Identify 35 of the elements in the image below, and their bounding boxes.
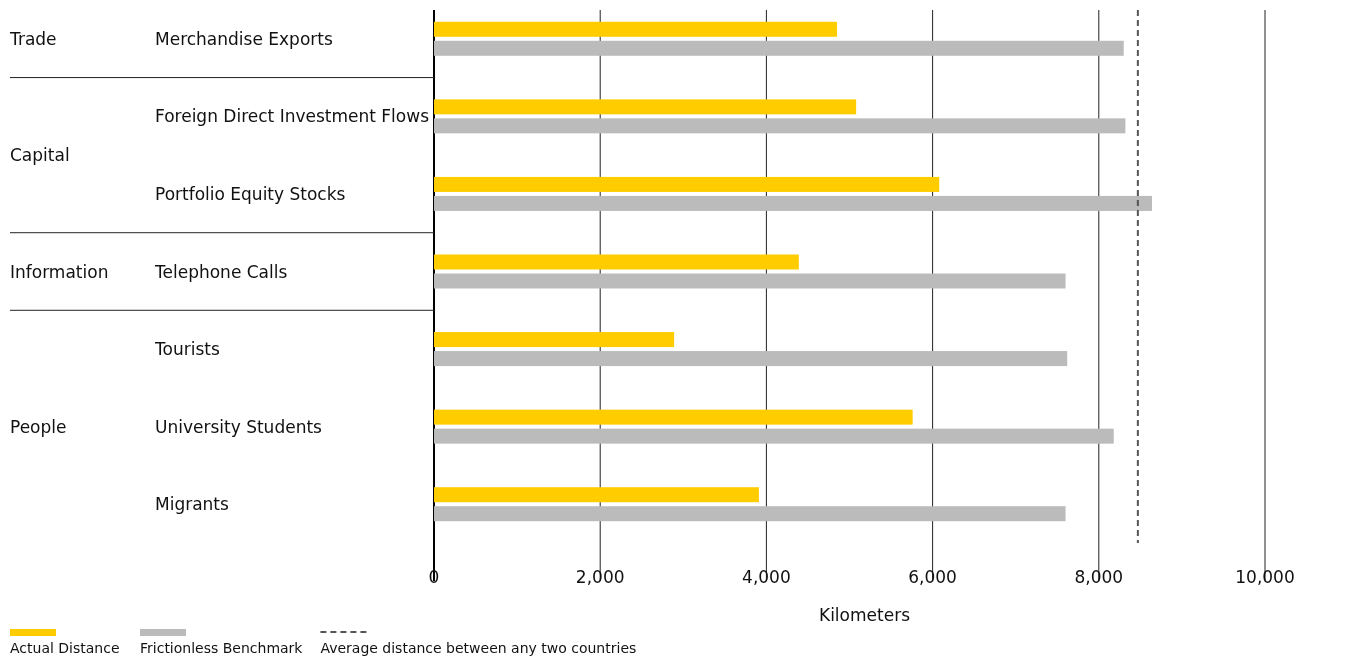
bar (434, 176, 940, 192)
y-tick-label: Migrants (155, 494, 230, 515)
bar (434, 487, 759, 503)
x-tick-label: 6,000 (908, 567, 957, 587)
bar (434, 332, 675, 348)
x-tick-label: 4,000 (742, 567, 791, 587)
bar (434, 506, 1066, 522)
text: Trade (9, 28, 57, 49)
x-tick-label: 2,000 (575, 567, 625, 587)
legend-label: Average distance between any two countries (320, 640, 637, 656)
y-tick-label: University Students (155, 416, 323, 437)
text: People (10, 416, 67, 437)
text: Capital (10, 145, 70, 166)
y-tick-label: Foreign Direct Investment Flows (155, 106, 430, 127)
bar (434, 99, 857, 115)
bar (434, 254, 799, 270)
text: Information (10, 261, 109, 282)
legend-label: Frictionless Benchmark (140, 640, 304, 656)
y-tick-label: Tourists (154, 339, 220, 360)
bar (434, 351, 1068, 367)
bar (434, 118, 1126, 134)
bar (434, 428, 1114, 444)
bar (434, 273, 1066, 289)
bar (434, 409, 913, 425)
x-tick-label: 10,000 (1235, 567, 1295, 587)
y-tick-label: Merchandise Exports (155, 28, 333, 49)
bar (434, 195, 1152, 211)
x-axis-title: Kilometers (819, 605, 911, 625)
bar (434, 21, 838, 37)
bar (434, 40, 1124, 56)
y-tick-label: Portfolio Equity Stocks (155, 183, 346, 204)
x-tick-label: 0 (428, 567, 440, 587)
x-tick-label: 8,000 (1074, 567, 1124, 587)
y-tick-label: Telephone Calls (154, 261, 288, 282)
legend-label: Actual Distance (10, 640, 120, 656)
